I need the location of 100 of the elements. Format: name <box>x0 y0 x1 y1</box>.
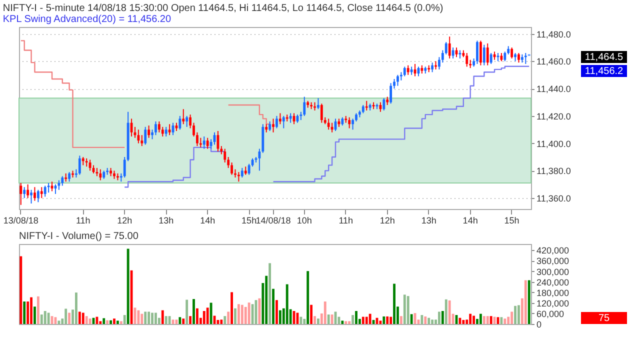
candlestick <box>268 120 272 132</box>
bar <box>20 256 22 324</box>
candlestick <box>178 115 182 130</box>
candlestick <box>182 108 185 125</box>
bar <box>327 314 330 324</box>
bar <box>58 320 60 324</box>
bar <box>237 304 240 324</box>
y-tick-label: 11,480.0 <box>536 29 571 40</box>
candlestick <box>406 64 410 76</box>
text: 75 <box>598 313 610 324</box>
bar <box>431 320 434 324</box>
candlestick <box>431 62 434 73</box>
y-tick-label: 60,000 <box>536 308 564 319</box>
bar <box>178 317 182 324</box>
bar <box>154 312 157 324</box>
candlestick <box>23 186 26 199</box>
bar <box>151 312 154 324</box>
candlestick <box>30 189 32 204</box>
bar <box>479 314 482 324</box>
bar <box>82 312 84 324</box>
bar <box>116 320 119 324</box>
y-tick-label: 11,400.0 <box>536 138 571 149</box>
candlestick <box>161 126 164 137</box>
bar <box>420 315 424 324</box>
candlestick <box>276 115 278 129</box>
bar <box>472 316 475 324</box>
x-tick-label: 14/08/18 <box>256 216 291 226</box>
text: KPL Swing Advanced(20) = 11,456.20 <box>2 14 172 25</box>
x-tick-label: 14h <box>200 216 216 226</box>
candlestick <box>466 52 468 68</box>
bar <box>96 316 98 324</box>
candlestick <box>158 120 160 133</box>
bar <box>227 312 230 324</box>
bar <box>210 302 212 324</box>
bar <box>126 248 130 324</box>
bar <box>482 316 486 324</box>
candlestick <box>44 185 46 198</box>
x-tick-label: 13/08/18 <box>3 216 38 226</box>
candlestick <box>54 184 57 194</box>
x-tick-label: 14h <box>462 216 478 226</box>
bar <box>248 302 250 324</box>
candlestick <box>278 112 282 125</box>
bar <box>23 301 26 324</box>
x-tick-label: 12h <box>380 216 395 226</box>
candlestick <box>50 181 54 192</box>
candlestick <box>504 51 506 62</box>
candlestick <box>282 115 285 129</box>
candlestick <box>479 40 482 66</box>
bar <box>164 316 168 324</box>
bar <box>276 300 278 324</box>
bar <box>234 308 236 324</box>
x-tick-label: 10h <box>296 216 312 226</box>
bar <box>36 296 40 324</box>
bar <box>365 316 368 324</box>
candlestick <box>34 186 36 202</box>
bar <box>224 316 226 324</box>
bar <box>161 310 164 324</box>
bar <box>140 314 144 324</box>
candlestick <box>68 172 71 182</box>
y-tick-label: 0 <box>536 320 542 330</box>
candlestick <box>330 122 334 133</box>
bar <box>393 284 396 324</box>
chart-title: NIFTY-I - Volume() = 75.00 <box>19 231 139 242</box>
bar <box>278 310 282 324</box>
candlestick <box>476 40 478 64</box>
bar <box>524 280 527 324</box>
bar <box>268 263 272 324</box>
bar <box>258 298 261 324</box>
text: 11,456.2 <box>584 66 624 77</box>
bar <box>448 300 451 324</box>
candlestick <box>20 182 22 206</box>
bar <box>410 314 413 324</box>
bar <box>528 280 530 324</box>
bar <box>362 316 364 324</box>
bar <box>504 318 506 324</box>
bar <box>168 316 171 324</box>
candlestick <box>379 102 382 112</box>
bar <box>306 271 310 324</box>
candlestick <box>40 186 43 199</box>
candlestick <box>272 118 274 133</box>
x-tick-label: 11h <box>338 216 354 226</box>
bar <box>514 306 516 324</box>
bar <box>441 310 444 324</box>
bar <box>206 308 209 324</box>
bar <box>344 321 348 324</box>
candlestick <box>154 120 157 136</box>
bar <box>500 317 503 324</box>
y-tick-label: 11,380.0 <box>536 166 571 176</box>
bar <box>68 312 71 324</box>
bar <box>85 316 88 324</box>
candlestick <box>490 52 492 64</box>
candlestick <box>486 42 489 66</box>
bar <box>148 312 150 324</box>
x-tick-label: 13h <box>158 216 174 226</box>
bar <box>518 305 520 324</box>
text: 11,464.5 <box>584 52 624 63</box>
bar <box>355 310 358 324</box>
bar <box>348 321 351 324</box>
bar <box>34 306 36 324</box>
candlestick <box>137 129 140 144</box>
